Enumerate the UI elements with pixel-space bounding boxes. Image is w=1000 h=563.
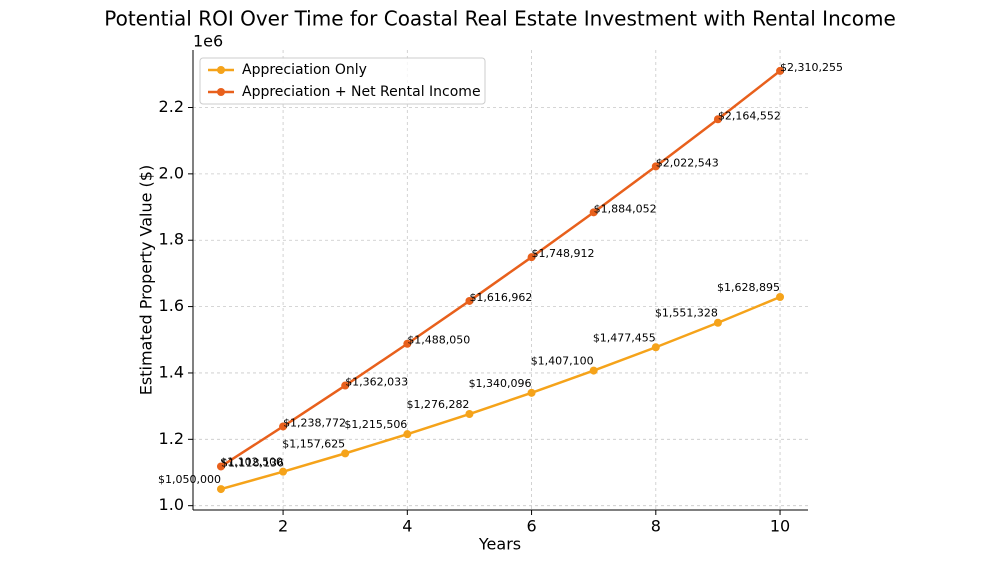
data-point	[216, 462, 225, 471]
data-label: $1,362,033	[345, 376, 408, 389]
series-line	[220, 69, 781, 468]
data-label: $2,022,543	[656, 156, 719, 169]
data-point	[279, 467, 288, 476]
legend-label: Appreciation Only	[242, 62, 367, 78]
data-label: $1,118,136	[221, 456, 284, 469]
y-tick-label: 1.2	[159, 429, 184, 448]
data-point	[341, 381, 350, 390]
data-point	[776, 293, 785, 302]
data-label: $1,238,772	[283, 416, 346, 429]
legend-marker	[217, 88, 225, 96]
data-label: $1,157,625	[282, 437, 345, 450]
data-label: $1,102,500	[220, 456, 283, 469]
data-point	[403, 339, 412, 348]
data-point	[279, 422, 288, 431]
data-point	[713, 318, 722, 327]
legend-label: Appreciation + Net Rental Income	[242, 84, 481, 100]
legend-marker	[217, 66, 225, 74]
data-point	[341, 449, 350, 458]
x-tick-label: 2	[278, 517, 288, 536]
data-point	[651, 162, 660, 171]
data-point	[465, 296, 474, 305]
data-label: $1,551,328	[655, 307, 718, 320]
data-point	[403, 430, 412, 439]
y-tick-label: 1.0	[159, 495, 184, 514]
y-tick-label: 2.2	[159, 97, 184, 116]
data-point	[216, 485, 225, 494]
x-axis-label: Years	[478, 535, 521, 554]
data-label: $1,407,100	[531, 355, 594, 368]
data-point	[713, 115, 722, 124]
y-tick-label: 2.0	[159, 163, 184, 182]
x-tick-label: 8	[651, 517, 661, 536]
y-tick-label: 1.6	[159, 296, 184, 315]
x-tick-label: 4	[402, 517, 412, 536]
data-label: $1,276,282	[406, 398, 469, 411]
data-label: $1,215,506	[344, 418, 407, 431]
data-point	[776, 66, 785, 75]
y-tick-label: 1.4	[159, 362, 184, 381]
data-label: $1,477,455	[593, 331, 656, 344]
y-axis-label: Estimated Property Value ($)	[137, 165, 156, 395]
data-label: $2,164,552	[718, 109, 781, 122]
data-label: $1,616,962	[469, 291, 532, 304]
data-point	[589, 208, 598, 217]
x-tick-label: 6	[526, 517, 536, 536]
data-label: $1,340,096	[469, 377, 532, 390]
data-label: $1,748,912	[532, 247, 595, 260]
data-point	[465, 410, 474, 419]
data-label: $1,488,050	[407, 334, 470, 347]
legend-box	[199, 57, 486, 105]
data-label: $1,884,052	[594, 202, 657, 215]
x-tick-label: 10	[770, 517, 790, 536]
data-label: $1,050,000	[158, 473, 221, 486]
y-offset-label: 1e6	[193, 32, 223, 51]
chart-title: Potential ROI Over Time for Coastal Real…	[104, 7, 896, 31]
y-tick-label: 1.8	[159, 230, 184, 249]
data-point	[589, 366, 598, 375]
data-point	[527, 253, 536, 262]
data-point	[651, 343, 660, 352]
data-point	[527, 388, 536, 397]
series-line	[220, 295, 781, 491]
data-label: $2,310,255	[780, 61, 843, 74]
data-label: $1,628,895	[717, 281, 780, 294]
